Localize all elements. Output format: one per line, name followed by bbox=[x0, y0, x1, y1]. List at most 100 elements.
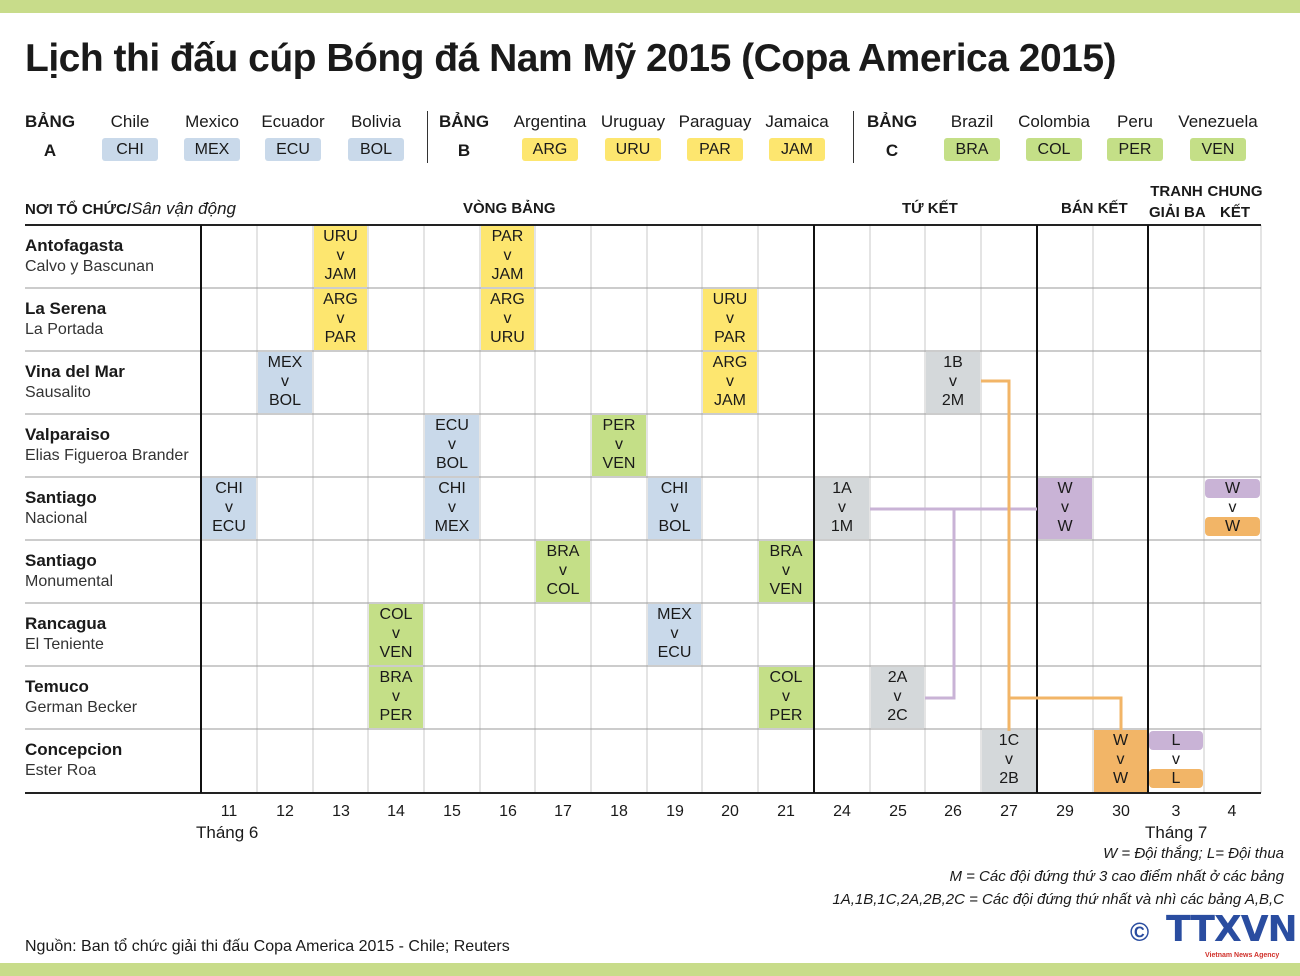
match-vs: v bbox=[670, 499, 679, 516]
match-away: JAM bbox=[324, 266, 357, 283]
match-home: ARG bbox=[712, 354, 748, 371]
day-label: 17 bbox=[554, 803, 572, 820]
team-code-badge: ARG bbox=[522, 138, 578, 161]
match-box[interactable]: BRA v COL bbox=[536, 541, 590, 602]
team-code-badge: VEN bbox=[1190, 138, 1246, 161]
match-box[interactable]: MEX v BOL bbox=[258, 352, 312, 413]
match-away: URU bbox=[490, 329, 525, 346]
match-box[interactable]: MEX v ECU bbox=[648, 604, 701, 665]
match-box[interactable]: ARG v URU bbox=[481, 289, 534, 350]
match-away: PER bbox=[379, 707, 413, 724]
match-home: ARG bbox=[490, 291, 525, 308]
venue-city: Temuco bbox=[25, 677, 89, 696]
match-away: W bbox=[1057, 518, 1073, 535]
match-vs: v bbox=[448, 499, 456, 516]
day-label: 19 bbox=[666, 803, 684, 820]
match-box[interactable]: 1C v 2B bbox=[982, 730, 1036, 792]
team-name: Uruguay bbox=[600, 112, 666, 131]
match-home: URU bbox=[712, 291, 748, 308]
venue-row-label: La Serena La Portada bbox=[25, 298, 106, 340]
venue-city: Santiago bbox=[25, 551, 97, 570]
match-home: ECU bbox=[435, 417, 469, 434]
match-vs: v bbox=[782, 688, 790, 705]
team-code-badge: MEX bbox=[184, 138, 240, 161]
team-code-badge: CHI bbox=[102, 138, 158, 161]
match-box[interactable]: COL v PER bbox=[759, 667, 813, 728]
match-home: L bbox=[1149, 731, 1203, 750]
match-vs: v bbox=[503, 310, 512, 327]
team-name: Brazil bbox=[950, 112, 994, 131]
venue-header: NƠI TỔ CHỨC/Sân vận động bbox=[25, 199, 236, 220]
match-box[interactable]: BRA v PER bbox=[369, 667, 423, 728]
match-home: PER bbox=[602, 417, 636, 434]
match-away: 2M bbox=[941, 392, 965, 409]
match-box[interactable]: 1A v 1M bbox=[815, 478, 869, 539]
match-vs: v bbox=[448, 436, 456, 453]
team-name: Bolivia bbox=[350, 112, 402, 131]
venue-row-label: Rancagua El Teniente bbox=[25, 613, 106, 655]
match-away: BOL bbox=[435, 455, 468, 472]
team-name: Peru bbox=[1117, 112, 1153, 131]
match-home: 1A bbox=[832, 480, 852, 497]
day-label: 14 bbox=[387, 803, 405, 820]
group-label-b: BẢNG bbox=[439, 112, 490, 131]
match-vs: v bbox=[1005, 751, 1013, 768]
match-box[interactable]: BRA v VEN bbox=[759, 541, 813, 602]
match-box[interactable]: 2A v 2C bbox=[871, 667, 924, 728]
group-label-a: BẢNG bbox=[25, 112, 76, 131]
day-label: 4 bbox=[1227, 803, 1237, 820]
match-home: PAR bbox=[491, 228, 524, 245]
match-vs: v bbox=[893, 688, 902, 705]
match-box[interactable]: PER v VEN bbox=[592, 415, 646, 476]
team-name: Chile bbox=[110, 112, 150, 131]
match-vs: v bbox=[1172, 751, 1180, 768]
group-letter-c: C bbox=[885, 141, 899, 160]
match-box[interactable]: URU v PAR bbox=[703, 289, 757, 350]
match-away: VEN bbox=[602, 455, 636, 472]
match-home: CHI bbox=[215, 480, 243, 497]
match-box[interactable]: ECU v BOL bbox=[425, 415, 479, 476]
day-label: 12 bbox=[276, 803, 294, 820]
match-away: JAM bbox=[714, 392, 746, 409]
third-place-header: TRANH GIẢI BA bbox=[1149, 181, 1206, 223]
match-vs: v bbox=[949, 373, 957, 390]
group-letter-b: B bbox=[457, 141, 471, 160]
venue-city: Rancagua bbox=[25, 614, 107, 633]
day-label: 21 bbox=[777, 803, 795, 820]
match-box[interactable]: ARG v JAM bbox=[703, 352, 757, 413]
team-code-badge: JAM bbox=[769, 138, 825, 161]
match-away: 2B bbox=[999, 770, 1019, 787]
team-code-badge: ECU bbox=[265, 138, 321, 161]
match-box[interactable]: COL v VEN bbox=[369, 604, 423, 665]
venue-stadium: Monumental bbox=[25, 573, 114, 590]
venue-row-label: Valparaiso Elias Figueroa Brander bbox=[25, 424, 189, 466]
venue-stadium: El Teniente bbox=[25, 636, 104, 653]
match-vs: v bbox=[281, 373, 289, 390]
team-name: Colombia bbox=[1018, 112, 1090, 131]
copyright-icon: © bbox=[1130, 917, 1150, 947]
match-box[interactable]: PAR v JAM bbox=[481, 226, 534, 287]
day-label: 26 bbox=[944, 803, 962, 820]
match-box[interactable]: CHI v BOL bbox=[648, 478, 701, 539]
match-away: ECU bbox=[212, 518, 246, 535]
match-vs: v bbox=[1228, 499, 1237, 516]
match-box[interactable]: CHI v ECU bbox=[202, 478, 256, 539]
match-box[interactable]: CHI v MEX bbox=[425, 478, 479, 539]
day-label: 15 bbox=[443, 803, 461, 820]
match-box[interactable]: 1B v 2M bbox=[926, 352, 980, 413]
venue-stadium: La Portada bbox=[25, 321, 104, 338]
team-code-badge: PER bbox=[1107, 138, 1163, 161]
day-label: 29 bbox=[1056, 803, 1074, 820]
match-box[interactable]: ARG v PAR bbox=[314, 289, 367, 350]
match-home: ARG bbox=[323, 291, 358, 308]
match-home: BRA bbox=[769, 543, 803, 560]
day-label: 20 bbox=[721, 803, 739, 820]
team-code-badge: COL bbox=[1026, 138, 1082, 161]
match-box[interactable]: URU v JAM bbox=[314, 226, 367, 287]
venue-city: Santiago bbox=[25, 488, 97, 507]
team-name: Argentina bbox=[513, 112, 587, 131]
